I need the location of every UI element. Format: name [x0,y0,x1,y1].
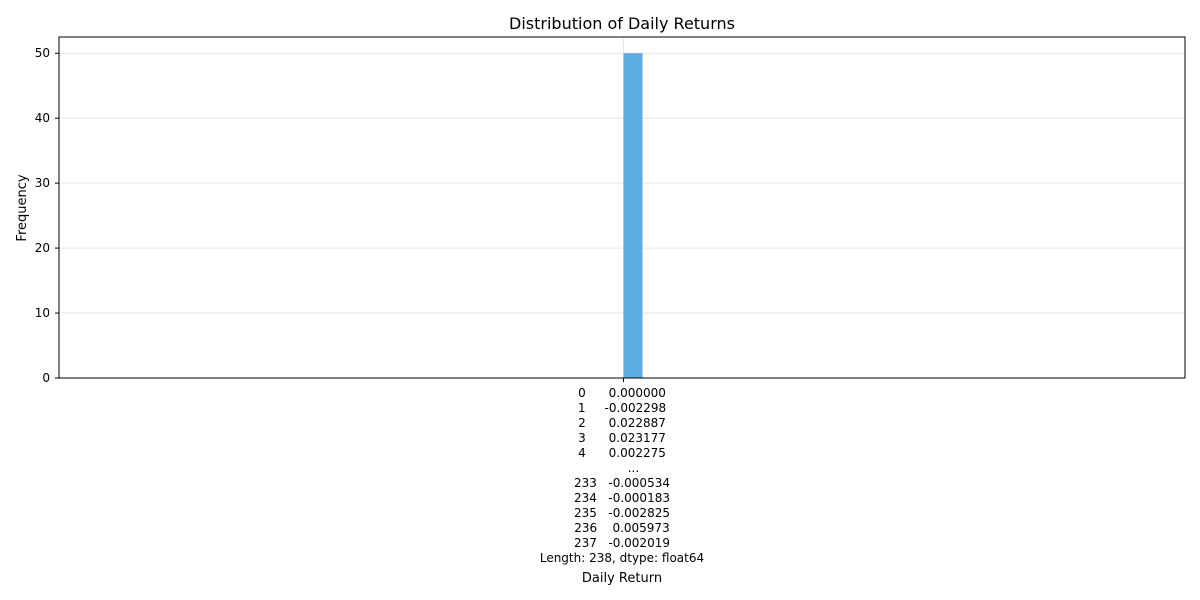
plot-frame [58,36,1186,379]
x-tick-label-line: 4 0.002275 [578,446,666,460]
x-tick-label-line: 0 0.000000 [578,386,666,400]
y-tick-label: 30 [35,176,50,190]
y-tick-label: 0 [42,371,50,385]
y-tick-label: 10 [35,306,50,320]
x-axis-label: Daily Return [582,571,662,586]
x-tick-label-line: 235 -0.002825 [574,506,670,520]
histogram-bar [623,53,643,378]
chart-title: Distribution of Daily Returns [509,14,735,33]
y-axis-ticks: 0 10 20 30 40 50 [35,46,59,385]
bars [623,53,643,378]
y-tick-label: 50 [35,46,50,60]
y-tick-label: 40 [35,111,50,125]
x-tick-label-line: 236 0.005973 [574,521,669,535]
y-axis-label: Frequency [15,174,30,241]
x-tick-label-line: 3 0.023177 [578,431,666,445]
x-tick-label-line: 1 -0.002298 [578,401,666,415]
x-tick-label-line: 237 -0.002019 [574,536,670,550]
y-tick-label: 20 [35,241,50,255]
x-tick-label-line: 2 0.022887 [578,416,666,430]
x-tick-label-line: 234 -0.000183 [574,491,670,505]
x-tick-label-line: 233 -0.000534 [574,476,670,490]
grid-lines [59,37,1185,379]
x-tick-label-line: ... [593,461,650,475]
x-tick-label-line: Length: 238, dtype: float64 [540,551,704,565]
